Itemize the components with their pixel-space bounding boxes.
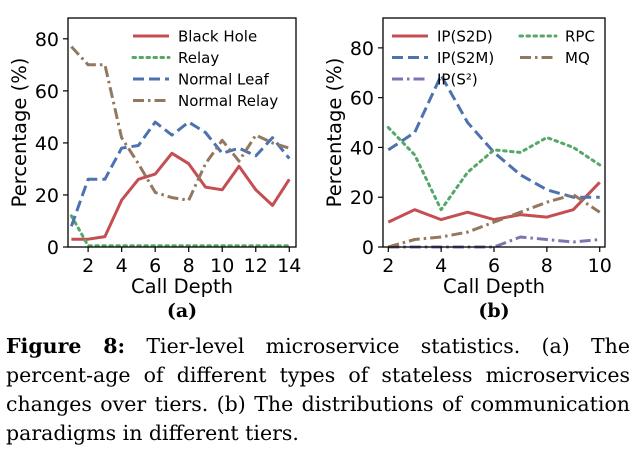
caption-lead: Figure 8: — [6, 334, 126, 358]
legend-label: IP(S2M) — [437, 49, 494, 67]
y-axis-label: Percentage (%) — [323, 58, 346, 208]
x-tick-label: 6 — [149, 255, 161, 277]
y-tick-label: 80 — [35, 29, 59, 51]
x-tick-label: 4 — [435, 255, 447, 277]
y-tick-label: 20 — [35, 185, 59, 207]
x-tick-label: 2 — [82, 255, 94, 277]
series-line-normal-relay — [70, 45, 290, 202]
x-tick-label: 2 — [382, 255, 394, 277]
legend-label: MQ — [565, 49, 590, 67]
x-tick-label: 12 — [244, 255, 268, 277]
series-line-relay — [69, 214, 291, 248]
x-axis-label: Call Depth — [443, 275, 545, 298]
y-axis-label: Percentage (%) — [8, 58, 31, 208]
legend-label: RPC — [565, 28, 595, 46]
series-line-rpc — [386, 126, 602, 212]
x-tick-label: 14 — [277, 255, 301, 277]
series-line-ip-s2m- — [387, 73, 600, 199]
legend-label: Black Hole — [178, 28, 257, 46]
y-tick-label: 60 — [35, 81, 59, 103]
series-line-mq — [387, 193, 601, 249]
series-line-black-hole — [71, 151, 291, 241]
y-tick-label: 40 — [350, 137, 374, 159]
y-tick-label: 80 — [350, 38, 374, 60]
y-tick-label: 60 — [350, 88, 374, 110]
panel-label: (a) — [167, 300, 197, 322]
chart-panel-b: 2 4 6 8 10 0 20 40 60 80 Call Depth Percentage (%) (… — [323, 17, 612, 322]
series-line-normal-leaf — [69, 120, 291, 227]
legend-label: Normal Leaf — [178, 71, 270, 89]
x-tick-label: 6 — [488, 255, 500, 277]
legend-label: Relay — [178, 49, 219, 67]
caption-text: Tier-level microservice statistics. (a) … — [6, 334, 630, 445]
x-tick-label: 8 — [541, 255, 553, 277]
legend-label: Normal Relay — [178, 92, 278, 110]
x-tick-label: 4 — [116, 255, 128, 277]
figure-caption: Figure 8: Tier-level microservice statis… — [6, 332, 630, 448]
x-axis-label: Call Depth — [131, 275, 233, 298]
x-tick-label: 8 — [183, 255, 195, 277]
series-line-ip-s- — [388, 235, 600, 249]
x-tick-label: 10 — [210, 255, 234, 277]
y-tick-label: 20 — [350, 187, 374, 209]
plot-frame — [67, 17, 297, 248]
legend-label: IP(S2D) — [437, 28, 493, 46]
legend-label: IP(S²) — [437, 71, 478, 89]
y-tick-label: 0 — [47, 237, 59, 259]
y-tick-label: 40 — [35, 133, 59, 155]
chart-panel-a: 2 4 6 8 10 12 14 0 20 40 60 80 Call Depth Percentage … — [8, 17, 301, 322]
panel-label: (b) — [478, 300, 509, 322]
y-tick-label: 0 — [362, 237, 374, 259]
series-line-ip-s2d- — [387, 181, 601, 224]
x-tick-label: 10 — [588, 255, 612, 277]
